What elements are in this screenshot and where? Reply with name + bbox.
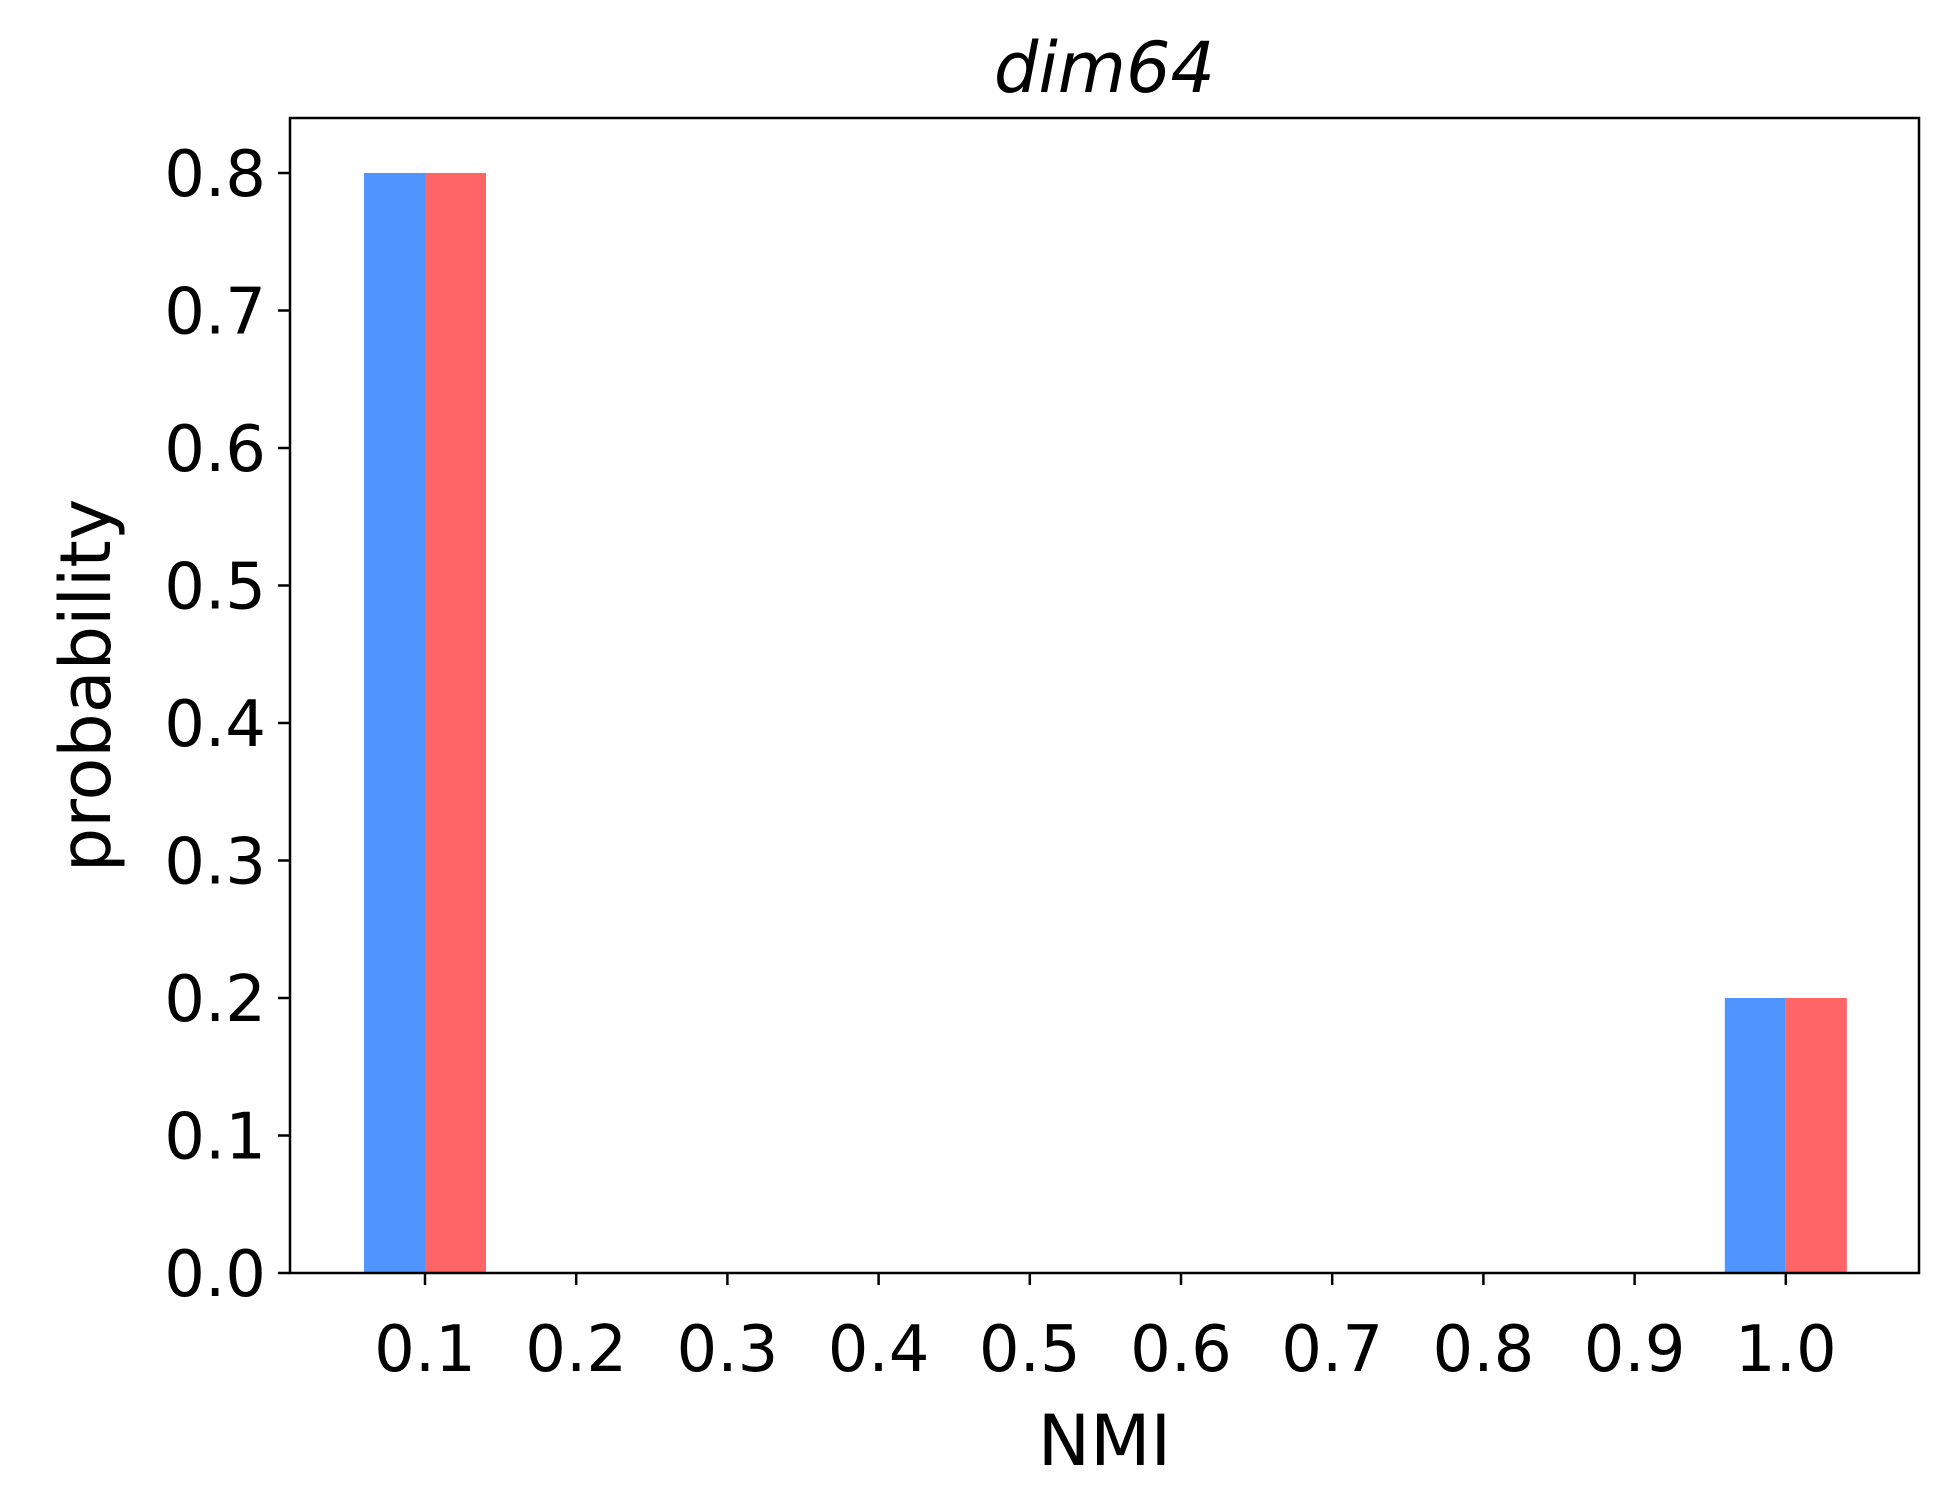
x-tick-label: 0.8 bbox=[1433, 1313, 1535, 1387]
bar-series2-0.1 bbox=[425, 173, 486, 1273]
y-tick-label: 0.0 bbox=[164, 1238, 266, 1312]
y-tick-label: 0.6 bbox=[164, 413, 266, 487]
x-tick-label: 0.6 bbox=[1130, 1313, 1232, 1387]
x-axis-title: NMI bbox=[1038, 1400, 1171, 1482]
x-tick-label: 0.4 bbox=[828, 1313, 930, 1387]
x-axis: 0.1 0.2 0.3 0.4 0.5 0.6 0.7 0.8 0.9 1.0 bbox=[374, 1273, 1837, 1387]
bar-series2-1.0 bbox=[1785, 998, 1847, 1273]
plot-frame bbox=[288, 116, 1921, 1275]
y-tick-label: 0.7 bbox=[164, 276, 266, 350]
x-tick-label: 0.7 bbox=[1281, 1313, 1383, 1387]
y-tick-label: 0.3 bbox=[164, 826, 266, 900]
bar-series1-1.0 bbox=[1724, 998, 1786, 1273]
x-tick-label: 0.3 bbox=[677, 1313, 779, 1387]
y-tick-label: 0.8 bbox=[164, 138, 266, 212]
y-tick-label: 0.2 bbox=[164, 963, 266, 1037]
y-tick-label: 0.1 bbox=[164, 1101, 266, 1175]
bars-layer bbox=[364, 173, 1847, 1273]
y-axis-title: probability bbox=[45, 499, 127, 872]
bar-series1-0.1 bbox=[364, 173, 425, 1273]
x-tick-label: 0.1 bbox=[374, 1313, 476, 1387]
x-tick-label: 1.0 bbox=[1735, 1313, 1837, 1387]
y-tick-label: 0.4 bbox=[164, 688, 266, 762]
x-tick-label: 0.9 bbox=[1584, 1313, 1686, 1387]
y-tick-label: 0.5 bbox=[164, 551, 266, 625]
x-tick-label: 0.2 bbox=[525, 1313, 627, 1387]
chart-title: dim64 bbox=[994, 27, 1215, 109]
x-tick-label: 0.5 bbox=[979, 1313, 1081, 1387]
y-axis: 0.0 0.1 0.2 0.3 0.4 0.5 0.6 0.7 0.8 bbox=[164, 138, 290, 1312]
